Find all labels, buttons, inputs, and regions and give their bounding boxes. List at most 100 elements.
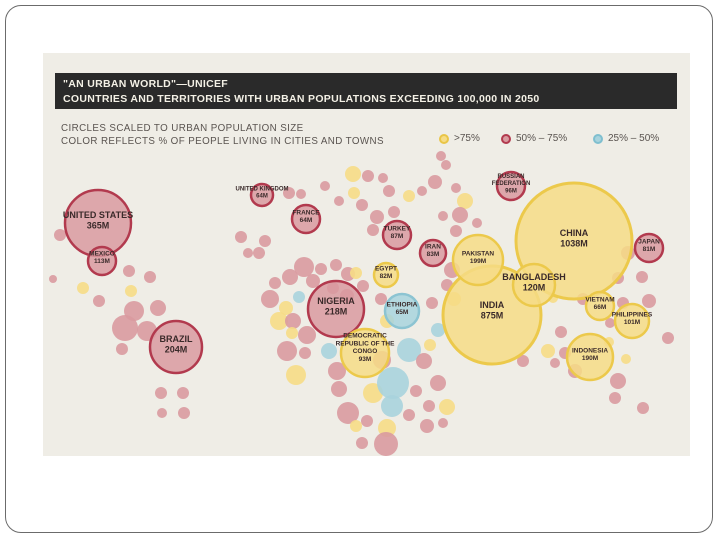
background-bubble-92 <box>472 218 482 228</box>
background-bubble-47 <box>350 420 362 432</box>
background-bubble-87 <box>439 399 455 415</box>
bubble-indonesia <box>565 332 615 382</box>
background-bubble-18 <box>259 235 271 247</box>
label-name-bangladesh: BANGLADESH <box>502 272 566 282</box>
label-value-indonesia: 190M <box>582 355 598 362</box>
label-china: CHINA 1038M <box>560 228 589 249</box>
background-bubble-96 <box>541 344 555 358</box>
legend-swatch-low <box>593 134 603 144</box>
description-line-1: CIRCLES SCALED TO URBAN POPULATION SIZE <box>61 123 304 134</box>
bubble-brazil <box>148 319 204 375</box>
label-name-india: INDIA <box>480 300 505 310</box>
label-value-ethiopia: 65M <box>396 309 409 316</box>
background-bubble-77 <box>438 211 448 221</box>
label-value-united-kingdom: 64M <box>256 194 268 200</box>
label-value-pakistan: 199M <box>470 258 486 265</box>
background-bubble-16 <box>235 231 247 243</box>
bubble-pakistan <box>451 233 505 287</box>
background-bubble-68 <box>378 173 388 183</box>
label-name-turkey: TURKEY <box>384 225 411 232</box>
background-bubble-107 <box>637 402 649 414</box>
bubble-mexico <box>86 245 118 277</box>
bubble-france <box>290 203 322 235</box>
background-bubble-95 <box>555 326 567 338</box>
background-bubble-43 <box>381 395 403 417</box>
background-bubble-21 <box>270 312 288 330</box>
label-name-nigeria: NIGERIA <box>317 296 355 306</box>
background-bubble-73 <box>428 175 442 189</box>
bubble-nigeria <box>306 279 366 339</box>
background-bubble-85 <box>416 353 432 369</box>
label-egypt: EGYPT 82M <box>375 265 397 280</box>
label-philippines: PHILIPPINES 101M <box>612 311 653 326</box>
background-bubble-93 <box>436 151 446 161</box>
background-bubble-61 <box>334 196 344 206</box>
label-value-bangladesh: 120M <box>523 283 546 293</box>
bubble-russian-federation <box>495 170 527 202</box>
label-value-turkey: 87M <box>391 233 404 240</box>
label-value-france: 64M <box>300 217 313 224</box>
background-bubble-35 <box>328 362 346 380</box>
label-japan: JAPAN 81M <box>638 238 660 253</box>
background-bubble-106 <box>609 392 621 404</box>
label-name-ethiopia: ETHIOPIA <box>387 301 418 308</box>
background-bubble-14 <box>178 407 190 419</box>
background-bubble-2 <box>77 282 89 294</box>
label-name-united-states: UNITED STATES <box>63 210 133 220</box>
label-name-mexico: MEXICO <box>89 250 115 257</box>
label-value-brazil: 204M <box>165 345 188 355</box>
label-name-egypt: EGYPT <box>375 265 397 272</box>
background-bubble-30 <box>298 326 316 344</box>
background-bubble-57 <box>367 224 379 236</box>
background-bubble-75 <box>457 193 473 209</box>
background-bubble-56 <box>375 293 387 305</box>
background-bubble-36 <box>331 381 347 397</box>
background-bubble-59 <box>356 199 368 211</box>
background-bubble-114 <box>517 355 529 367</box>
background-bubble-29 <box>286 327 298 339</box>
label-name-indonesia: INDONESIA <box>572 347 608 354</box>
label-india: INDIA 875M <box>480 300 505 321</box>
label-value-china: 1038M <box>560 239 588 249</box>
bubble-japan <box>633 232 665 264</box>
background-bubble-19 <box>269 277 281 289</box>
label-name-vietnam: VIETNAM <box>585 296 614 303</box>
background-bubble-8 <box>112 315 138 341</box>
label-nigeria: NIGERIA 218M <box>317 296 355 317</box>
background-bubble-67 <box>362 170 374 182</box>
background-bubble-46 <box>361 415 373 427</box>
background-bubble-34 <box>321 343 337 359</box>
background-bubble-5 <box>144 271 156 283</box>
label-name-democratic-republic-of-the-congo: DEMOCRATIC <box>343 333 387 340</box>
label-name-pakistan: PAKISTAN <box>462 250 495 257</box>
background-bubble-4 <box>123 265 135 277</box>
label-ethiopia: ETHIOPIA 65M <box>387 301 418 316</box>
background-bubble-9 <box>116 343 128 355</box>
legend-swatch-high <box>439 134 449 144</box>
background-bubble-72 <box>417 186 427 196</box>
background-bubble-13 <box>177 387 189 399</box>
label-value-democratic-republic-of-the-congo: 93M <box>359 356 372 363</box>
background-bubble-102 <box>642 294 656 308</box>
label-brazil: BRAZIL 204M <box>160 334 193 355</box>
background-bubble-82 <box>426 297 438 309</box>
background-bubble-113 <box>550 358 560 368</box>
background-bubble-15 <box>157 408 167 418</box>
label-value-vietnam: 66M <box>594 304 607 311</box>
background-bubble-0 <box>54 229 66 241</box>
label-name-democratic-republic-of-the-congo: REPUBLIC OF THE <box>336 340 396 347</box>
label-value-egypt: 82M <box>380 273 393 280</box>
background-bubble-84 <box>424 339 436 351</box>
bubble-map: UNITED STATES 365M MEXICO 113M BRAZIL 204M UNI… <box>49 151 674 456</box>
label-name-iran: IRAN <box>425 243 441 250</box>
background-bubble-49 <box>403 409 415 421</box>
label-russian-federation: RUSSIAN FEDERATION 96M <box>492 174 531 194</box>
label-value-philippines: 101M <box>624 319 640 326</box>
background-bubble-48 <box>356 437 368 449</box>
background-bubble-27 <box>293 291 305 303</box>
label-mexico: MEXICO 113M <box>89 250 115 265</box>
background-bubble-58 <box>370 210 384 224</box>
background-bubble-54 <box>350 267 362 279</box>
background-bubble-74 <box>451 183 461 193</box>
label-pakistan: PAKISTAN 199M <box>462 250 495 265</box>
